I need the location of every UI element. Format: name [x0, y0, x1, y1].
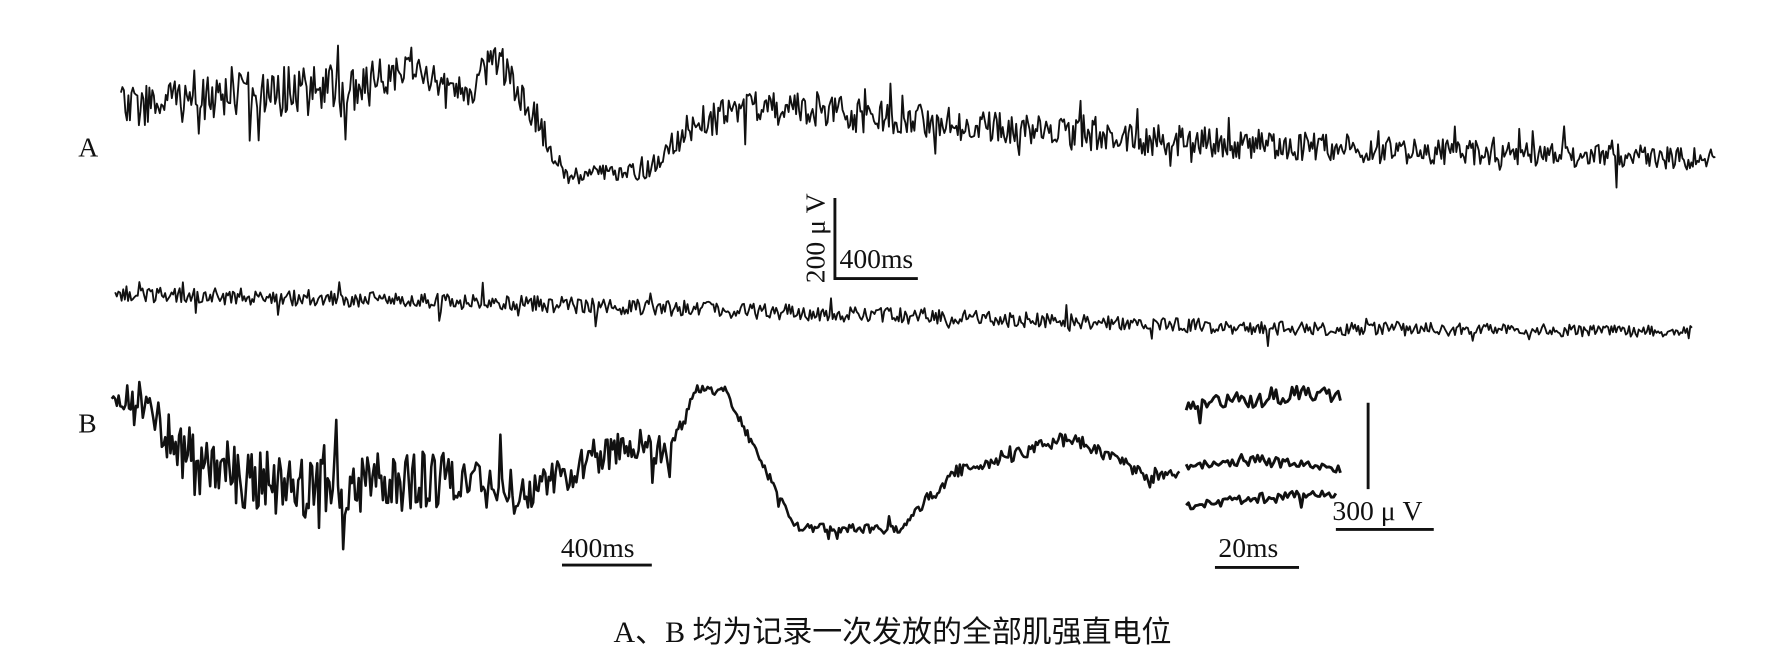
traces — [110, 44, 1716, 551]
scale-label: 20ms — [1218, 532, 1278, 563]
caption: A、B 均为记录一次发放的全部肌强直电位 — [614, 616, 1172, 649]
scale-label: 400ms — [561, 532, 635, 563]
trace — [120, 44, 1716, 189]
trace — [1185, 489, 1338, 511]
trace — [1184, 384, 1342, 425]
trace — [114, 281, 1693, 347]
trace — [110, 380, 1181, 551]
trace — [1184, 453, 1342, 474]
scale-label: 300 μ V — [1332, 495, 1422, 526]
panel-label: A — [78, 132, 98, 163]
scale-label: 400ms — [840, 243, 914, 274]
scale-bar — [833, 197, 918, 280]
scale-bar — [1335, 402, 1434, 531]
scale-label: 200 μ V — [800, 193, 831, 283]
panel-label: B — [78, 408, 96, 439]
